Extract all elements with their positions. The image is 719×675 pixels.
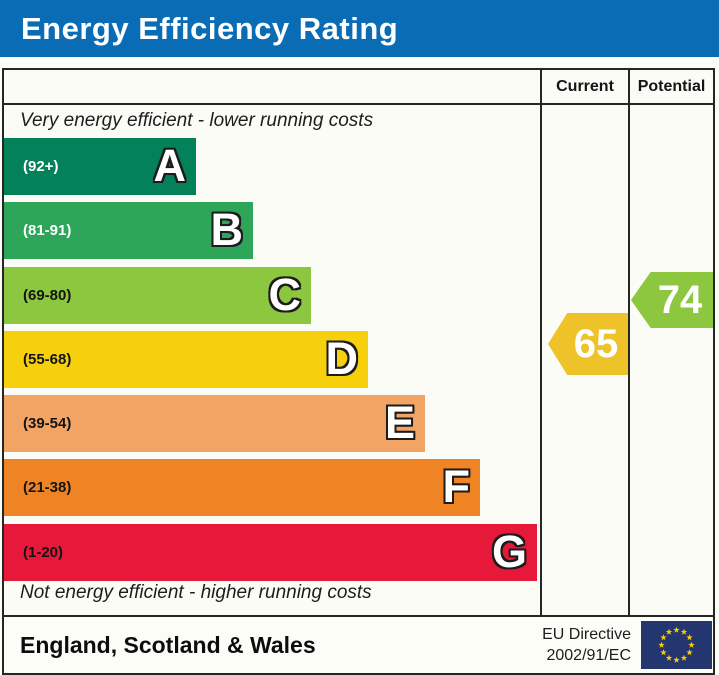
- band-b: (81-91) B: [4, 202, 253, 259]
- potential-arrow: 74: [631, 272, 713, 328]
- band-letter: E: [384, 397, 415, 448]
- region-label: England, Scotland & Wales: [20, 631, 316, 658]
- bottom-note: Not energy efficient - higher running co…: [20, 582, 372, 603]
- band-range: (69-80): [23, 287, 72, 304]
- page-title: Energy Efficiency Rating: [21, 10, 399, 46]
- band-range: (1-20): [23, 544, 64, 561]
- band-d: (55-68) D: [4, 331, 368, 388]
- band-range: (81-91): [23, 222, 72, 239]
- column-header-current: Current: [556, 78, 614, 95]
- band-c: (69-80) C: [4, 267, 311, 324]
- top-note: Very energy efficient - lower running co…: [20, 110, 374, 131]
- current-value: 65: [573, 321, 619, 366]
- eu-stars-icon: [641, 621, 712, 669]
- footer-bar: England, Scotland & Wales EU Directive 2…: [2, 615, 715, 675]
- band-e: (39-54) E: [4, 395, 425, 452]
- band-letter: C: [268, 269, 302, 320]
- band-letter: D: [325, 333, 359, 384]
- column-divider-potential: [628, 70, 630, 615]
- band-a: (92+) A: [4, 138, 196, 195]
- band-letter: B: [210, 204, 244, 255]
- band-letter: F: [442, 461, 471, 512]
- band-g: (1-20) G: [4, 524, 537, 581]
- eu-directive-label: EU Directive 2002/91/EC: [542, 624, 631, 666]
- rating-table: Current Potential Very energy efficient …: [2, 68, 715, 617]
- band-range: (55-68): [23, 351, 72, 368]
- band-range: (39-54): [23, 415, 72, 432]
- eu-flag: [641, 621, 712, 669]
- eu-directive-line1: EU Directive: [542, 626, 631, 643]
- band-letter: G: [491, 526, 527, 577]
- column-header-potential: Potential: [637, 78, 706, 95]
- table-header-row: Current Potential: [4, 70, 713, 105]
- band-range: (92+): [23, 158, 59, 175]
- band-range: (21-38): [23, 479, 72, 496]
- column-divider-current: [540, 70, 542, 615]
- band-f: (21-38) F: [4, 459, 480, 516]
- eu-directive-line2: 2002/91/EC: [546, 647, 631, 664]
- potential-value: 74: [657, 277, 703, 322]
- header-bar: Energy Efficiency Rating: [0, 0, 719, 57]
- band-letter: A: [153, 140, 187, 191]
- current-arrow: 65: [548, 313, 628, 375]
